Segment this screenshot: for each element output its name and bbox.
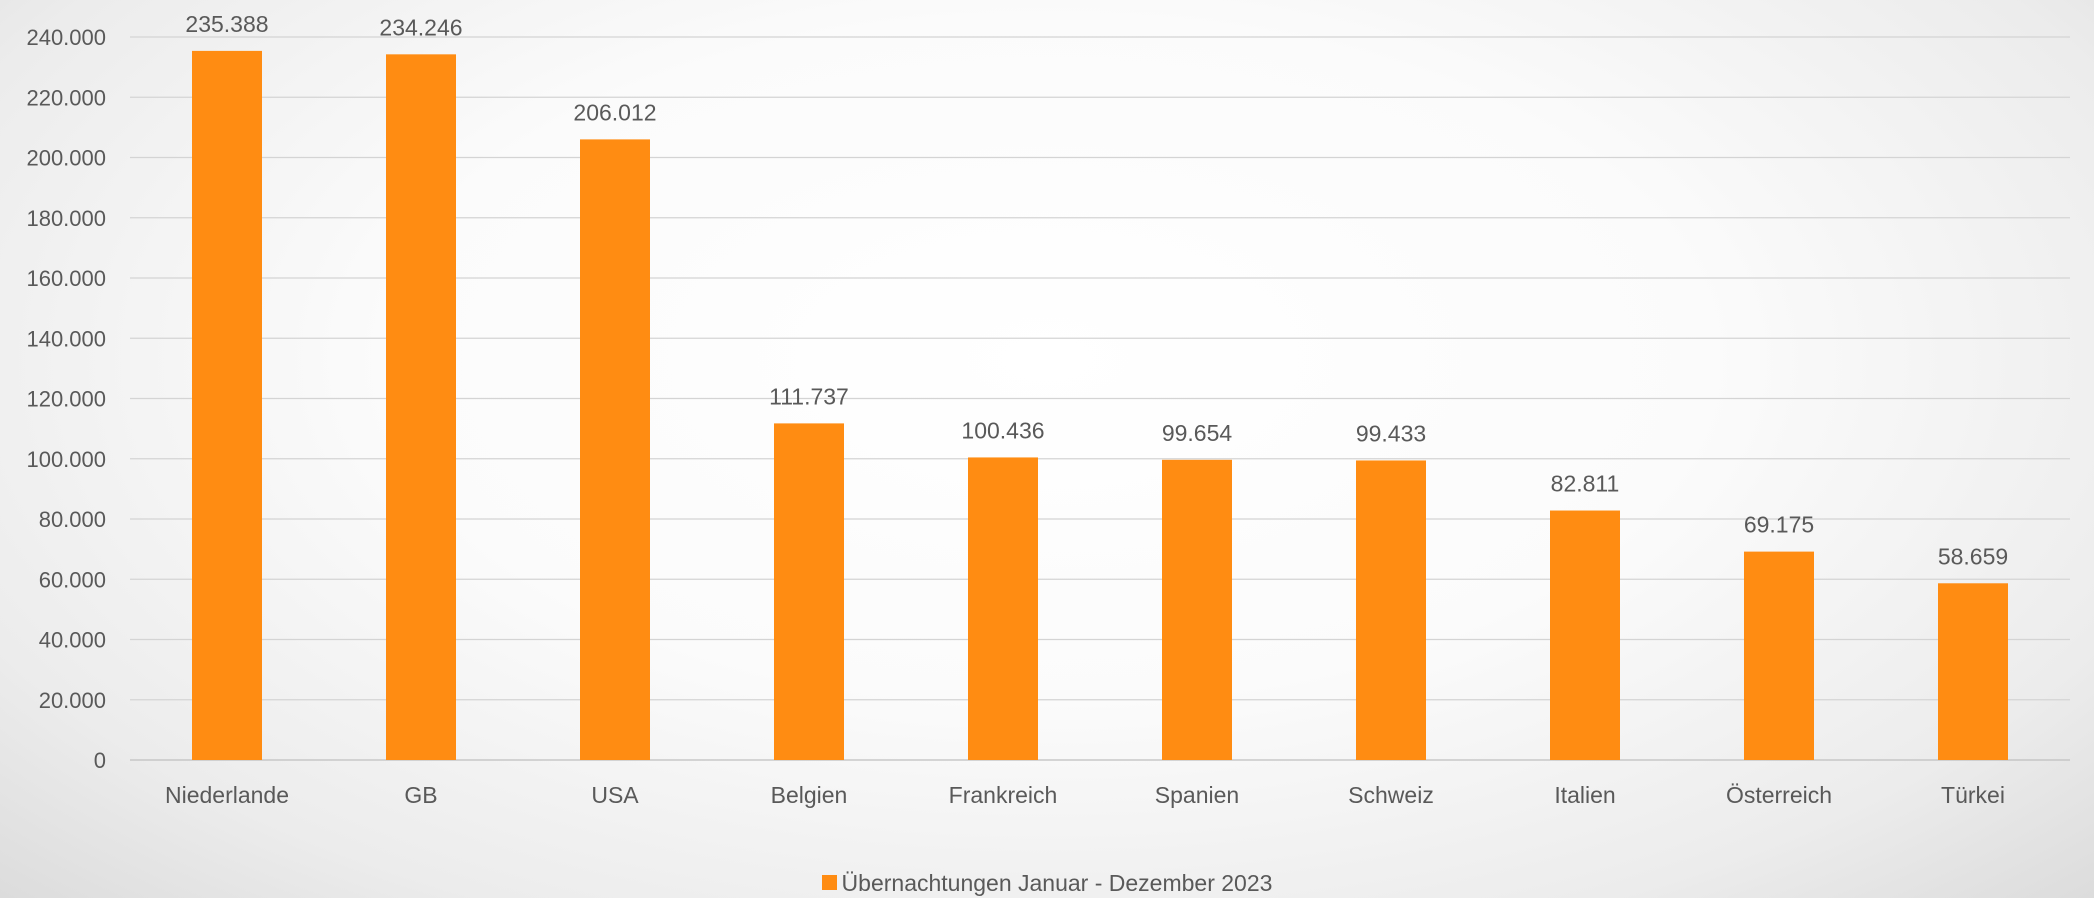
data-label: 111.737 bbox=[769, 383, 849, 409]
data-label: 206.012 bbox=[573, 99, 656, 125]
data-label: 100.436 bbox=[961, 417, 1044, 443]
data-labels: 235.388 234.246 206.012 111.737 100.436 99.65… bbox=[185, 11, 2008, 569]
x-tick-label: Schweiz bbox=[1348, 782, 1434, 808]
data-label: 69.175 bbox=[1744, 512, 1814, 538]
y-tick-label: 100.000 bbox=[26, 447, 106, 472]
y-tick-label: 40.000 bbox=[39, 628, 106, 653]
y-tick-label: 180.000 bbox=[26, 206, 106, 231]
bar bbox=[1550, 510, 1620, 760]
bar bbox=[580, 139, 650, 760]
bar bbox=[1938, 583, 2008, 760]
x-tick-label: Italien bbox=[1554, 782, 1615, 808]
y-tick-label: 60.000 bbox=[39, 567, 106, 592]
bar bbox=[1162, 459, 1232, 760]
bar bbox=[192, 50, 262, 760]
x-tick-label: Niederlande bbox=[165, 782, 289, 808]
data-label: 58.659 bbox=[1938, 543, 2008, 569]
bar bbox=[386, 54, 456, 760]
bars bbox=[192, 50, 2008, 760]
x-tick-label: GB bbox=[404, 782, 437, 808]
bar bbox=[1356, 460, 1426, 760]
data-label: 99.433 bbox=[1356, 420, 1426, 446]
y-tick-label: 200.000 bbox=[26, 146, 106, 171]
bar bbox=[774, 423, 844, 760]
x-tick-label: Spanien bbox=[1155, 782, 1239, 808]
y-tick-label: 0 bbox=[94, 748, 106, 773]
data-label: 99.654 bbox=[1162, 420, 1233, 446]
x-tick-label: Österreich bbox=[1726, 782, 1832, 808]
data-label: 82.811 bbox=[1551, 471, 1620, 497]
y-tick-label: 160.000 bbox=[26, 266, 106, 291]
x-axis-category-labels: Niederlande GB USA Belgien Frankreich Spanien… bbox=[165, 782, 2005, 808]
x-tick-label: USA bbox=[591, 782, 639, 808]
legend-swatch bbox=[821, 875, 837, 891]
data-label: 235.388 bbox=[185, 11, 268, 37]
y-axis-tick-labels: 0 20.000 40.000 60.000 80.000 100.000 120.000 1… bbox=[26, 25, 106, 773]
x-tick-label: Türkei bbox=[1941, 782, 2005, 808]
y-tick-label: 120.000 bbox=[26, 387, 106, 412]
x-tick-label: Frankreich bbox=[949, 782, 1058, 808]
legend: Übernachtungen Januar - Dezember 2023 bbox=[0, 870, 2094, 897]
data-label: 234.246 bbox=[379, 14, 462, 40]
bar bbox=[968, 457, 1038, 760]
bar bbox=[1744, 551, 1814, 760]
y-tick-label: 140.000 bbox=[26, 326, 106, 351]
y-tick-label: 240.000 bbox=[26, 25, 106, 50]
y-tick-label: 80.000 bbox=[39, 507, 106, 532]
y-tick-label: 220.000 bbox=[26, 85, 106, 110]
x-tick-label: Belgien bbox=[771, 782, 848, 808]
y-tick-label: 20.000 bbox=[39, 688, 106, 713]
legend-label: Übernachtungen Januar - Dezember 2023 bbox=[841, 870, 1273, 896]
